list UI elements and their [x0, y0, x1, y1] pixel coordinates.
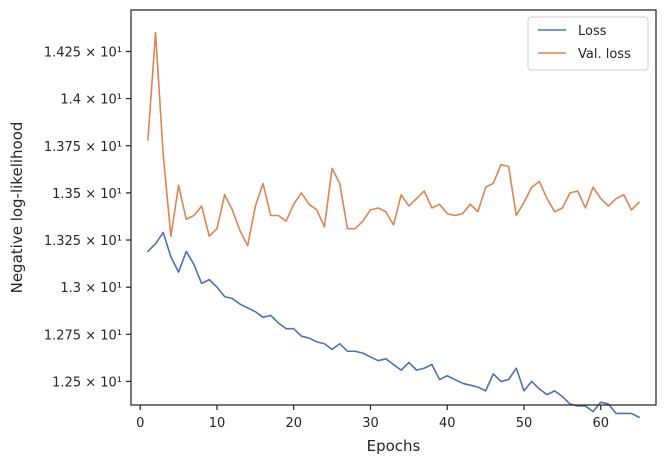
y-tick-label: 1.4 × 10¹	[60, 93, 122, 108]
y-tick-label: 1.325 × 10¹	[44, 234, 122, 249]
x-tick-label: 20	[285, 416, 302, 431]
y-tick-label: 1.425 × 10¹	[44, 45, 122, 60]
y-axis-ticks: 1.25 × 10¹ 1.275 × 10¹ 1.3 × 10¹ 1.325 × 10…	[44, 45, 131, 390]
y-axis-label: Negative log-likelihood	[8, 122, 26, 294]
y-tick-label: 1.275 × 10¹	[44, 328, 122, 343]
x-tick-label: 10	[209, 416, 226, 431]
y-tick-label: 1.35 × 10¹	[52, 187, 122, 202]
legend-label-val-loss: Val. loss	[578, 47, 631, 62]
series-line-loss	[147, 231, 640, 419]
x-tick-label: 30	[362, 416, 379, 431]
x-axis-label: Epochs	[367, 437, 421, 455]
plot-frame	[130, 9, 657, 406]
y-tick-label: 1.375 × 10¹	[44, 140, 122, 155]
x-tick-label: 60	[592, 416, 609, 431]
x-tick-label: 50	[516, 416, 533, 431]
x-axis-ticks: 0 10 20 30 40 50 60	[136, 405, 609, 431]
x-tick-label: 0	[136, 416, 144, 431]
y-tick-label: 1.3 × 10¹	[60, 281, 122, 296]
legend-label-loss: Loss	[578, 24, 607, 39]
y-tick-label: 1.25 × 10¹	[52, 375, 122, 390]
x-tick-label: 40	[439, 416, 456, 431]
plot-lines	[147, 31, 640, 419]
series-line-val-loss	[147, 31, 640, 247]
legend: Loss Val. loss	[527, 16, 649, 71]
